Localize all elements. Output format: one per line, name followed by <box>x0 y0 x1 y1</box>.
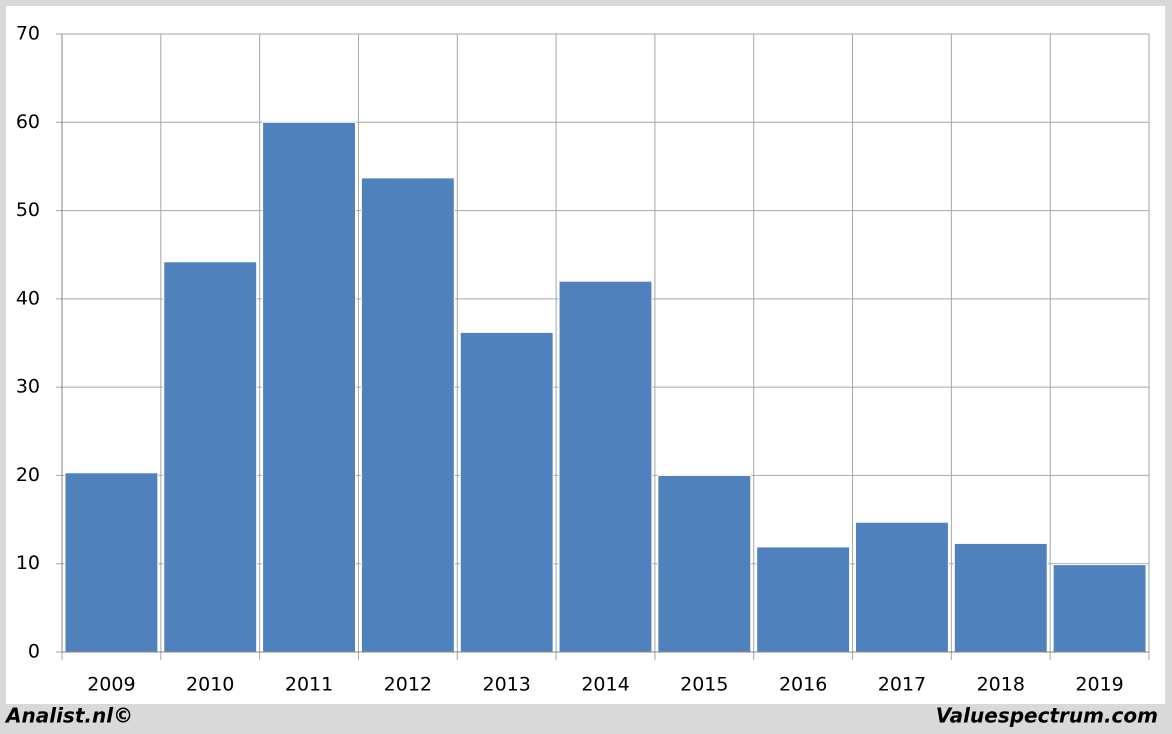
footer-left: Analist.nl© <box>4 704 133 728</box>
bar <box>262 121 356 653</box>
y-tick-label: 10 <box>16 552 40 574</box>
bar <box>64 472 159 653</box>
y-tick-label: 60 <box>16 111 40 133</box>
bar <box>163 261 258 653</box>
x-tick-label: 2013 <box>483 674 531 696</box>
y-tick-label: 40 <box>16 287 40 309</box>
x-tick-label: 2010 <box>186 674 234 696</box>
bar <box>558 280 653 653</box>
x-tick-label: 2015 <box>680 674 728 696</box>
x-tick-label: 2009 <box>87 674 135 696</box>
x-tick-label: 2011 <box>285 674 333 696</box>
x-tick-label: 2017 <box>878 674 926 696</box>
y-tick-label: 30 <box>16 376 40 398</box>
y-tick-label: 50 <box>16 199 40 221</box>
y-tick-label: 0 <box>28 641 40 663</box>
footer-right: Valuespectrum.com <box>936 704 1158 728</box>
y-tick-label: 70 <box>16 23 40 45</box>
y-tick-label: 20 <box>16 464 40 486</box>
x-tick-label: 2018 <box>977 674 1025 696</box>
x-tick-label: 2019 <box>1075 674 1123 696</box>
bar <box>1052 564 1147 653</box>
x-tick-label: 2014 <box>581 674 629 696</box>
bar <box>459 331 554 653</box>
x-tick-label: 2016 <box>779 674 827 696</box>
bar <box>657 474 752 653</box>
bar <box>855 521 949 653</box>
x-tick-label: 2012 <box>384 674 432 696</box>
bar <box>360 177 455 653</box>
bar <box>953 542 1048 653</box>
bar <box>756 546 851 653</box>
